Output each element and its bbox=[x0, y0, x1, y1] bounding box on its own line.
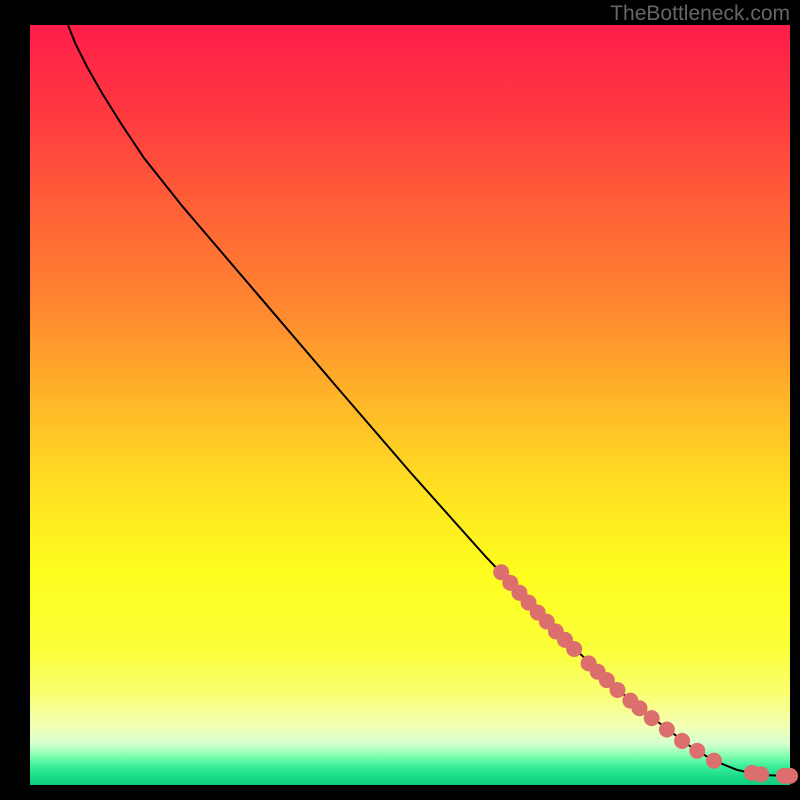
scatter-point bbox=[689, 743, 705, 759]
scatter-point bbox=[753, 766, 769, 782]
scatter-point bbox=[566, 641, 582, 657]
scatter-point bbox=[659, 722, 675, 738]
chart-svg bbox=[0, 0, 800, 800]
scatter-point bbox=[644, 710, 660, 726]
scatter-point bbox=[674, 733, 690, 749]
plot-background bbox=[30, 25, 790, 785]
scatter-point bbox=[782, 768, 798, 784]
scatter-point bbox=[706, 753, 722, 769]
scatter-point bbox=[609, 682, 625, 698]
chart-container: TheBottleneck.com bbox=[0, 0, 800, 800]
